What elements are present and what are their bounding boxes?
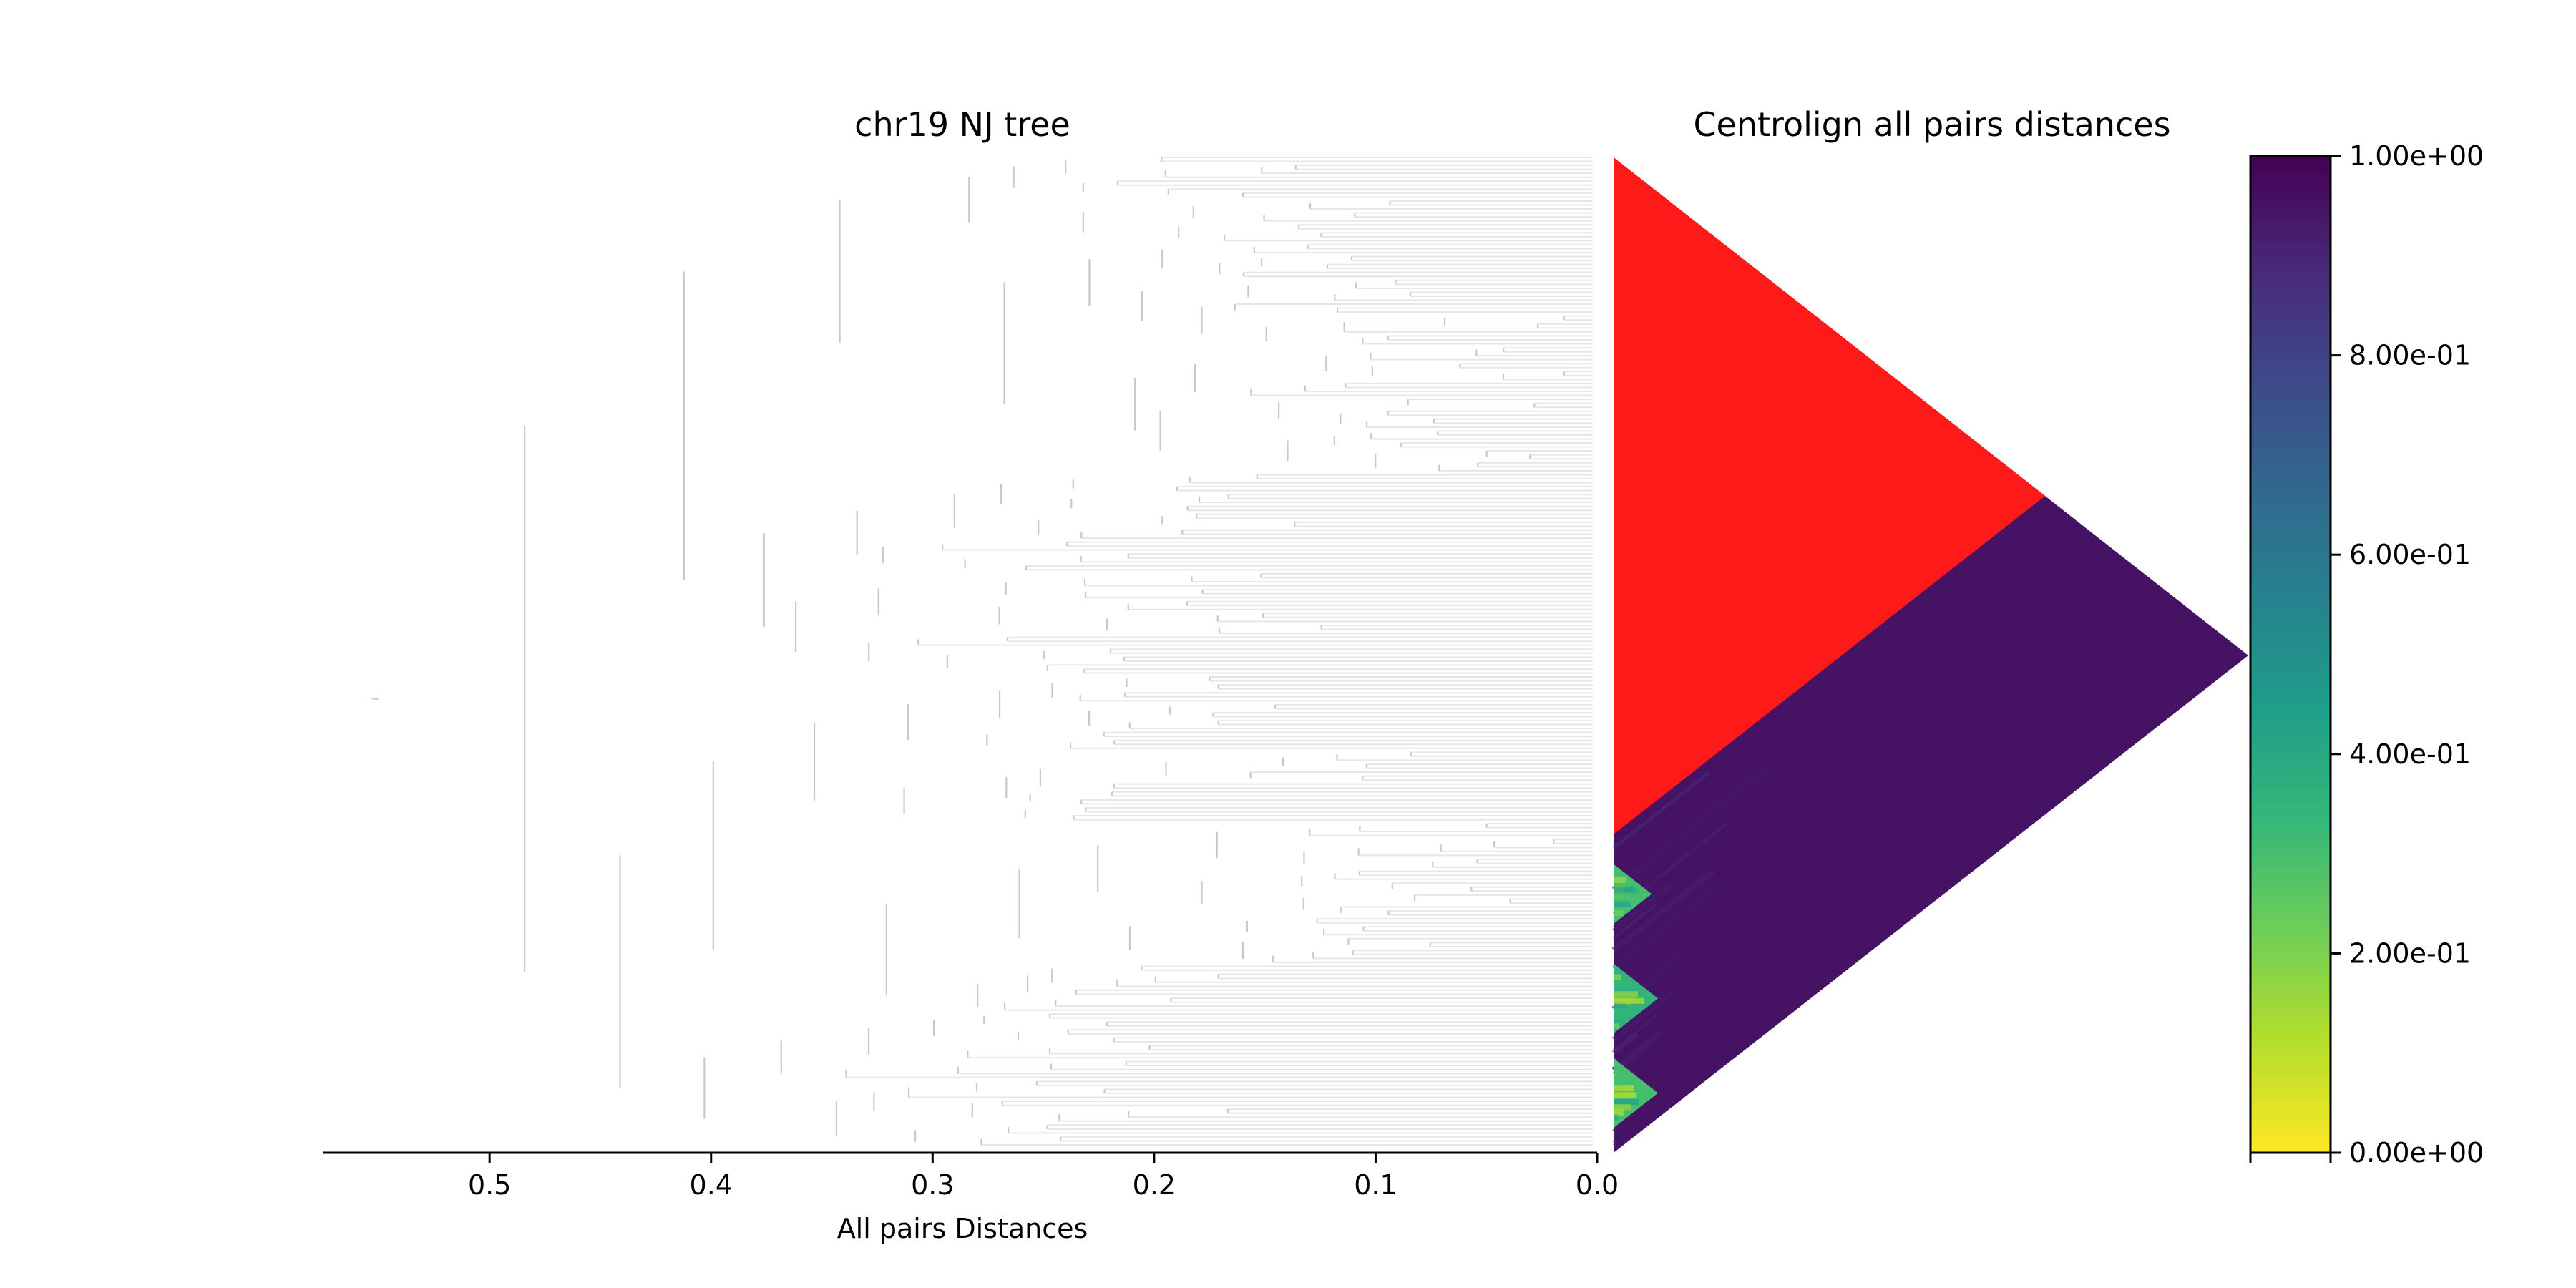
x-tick-label: 0.1	[1354, 1169, 1397, 1201]
cluster-speckle	[1614, 1002, 1627, 1009]
x-tick-label: 0.0	[1576, 1169, 1619, 1201]
cluster-speckle	[1614, 981, 1626, 987]
cluster-speckle	[1614, 997, 1644, 1004]
matrix-stripe	[1611, 868, 1716, 953]
colorbar-ticks: 1.00e+00 8.00e-01 6.00e-01 4.00e-01 2.00e-01…	[2249, 140, 2484, 1169]
cluster-speckle	[1614, 1020, 1624, 1026]
cluster-speckle	[1614, 1023, 1619, 1029]
tree-title: chr19 NJ tree	[854, 105, 1070, 144]
colorbar-tick-label: 8.00e-01	[2349, 340, 2471, 371]
matrix-stripe	[1612, 884, 1719, 970]
cluster-speckle	[1614, 909, 1624, 916]
distance-matrix	[1611, 157, 2248, 1153]
cluster-speckle	[1614, 1092, 1637, 1098]
tree-branches	[371, 157, 1565, 1145]
tree-x-axis-label: All pairs Distances	[837, 1213, 1088, 1244]
matrix-stripe	[1612, 1138, 1618, 1144]
matrix-stripe	[1611, 761, 1774, 892]
low-distance-clusters	[1614, 861, 1659, 1128]
x-tick-label: 0.2	[1133, 1169, 1176, 1201]
cluster-speckle	[1614, 1058, 1616, 1065]
matrix-stripe	[1612, 1141, 1619, 1146]
matrix-texture	[1611, 761, 1774, 1146]
colorbar-tick-label: 1.00e+00	[2349, 140, 2484, 172]
matrix-stripe	[1612, 882, 1675, 933]
colorbar-tick-label: 6.00e-01	[2349, 539, 2471, 570]
cluster-speckle	[1614, 1104, 1631, 1111]
x-tick-label: 0.5	[468, 1169, 511, 1201]
cluster-speckle	[1614, 991, 1638, 997]
matrix-title: Centrolign all pairs distances	[1693, 105, 2170, 144]
colorbar-tick-label: 4.00e-01	[2349, 738, 2471, 770]
colorbar-tick-label: 0.00e+00	[2349, 1137, 2484, 1169]
cluster-speckle	[1614, 901, 1631, 907]
cluster-speckle	[1614, 1110, 1624, 1116]
x-tick-label: 0.4	[690, 1169, 733, 1201]
tree-leaf-lines	[846, 157, 1593, 1146]
cluster-speckle	[1614, 974, 1621, 980]
cluster-speckle	[1614, 886, 1635, 892]
cluster-speckle	[1614, 1099, 1639, 1106]
cluster-speckle	[1614, 877, 1626, 883]
matrix-stripe	[1611, 1032, 1640, 1055]
cluster-speckle	[1614, 1114, 1619, 1121]
matrix-stripe	[1612, 1126, 1620, 1133]
matrix-stripe	[1612, 1013, 1659, 1050]
cluster-speckle	[1614, 894, 1634, 900]
matrix-stripe	[1612, 904, 1657, 940]
matrix-stripe	[1613, 829, 1737, 928]
colorbar-tick-label: 2.00e-01	[2349, 937, 2471, 969]
tree-x-ticks: 0.5 0.4 0.3 0.2 0.1 0.0	[468, 1153, 1619, 1201]
x-tick-label: 0.3	[911, 1169, 954, 1201]
matrix-stripe	[1611, 1028, 1665, 1073]
matrix-stripe	[1612, 771, 1710, 850]
missing-data-block	[1614, 157, 2046, 834]
colorbar	[2249, 155, 2332, 1154]
matrix-stripe	[1611, 990, 1675, 1042]
cluster-speckle	[1614, 1085, 1634, 1092]
